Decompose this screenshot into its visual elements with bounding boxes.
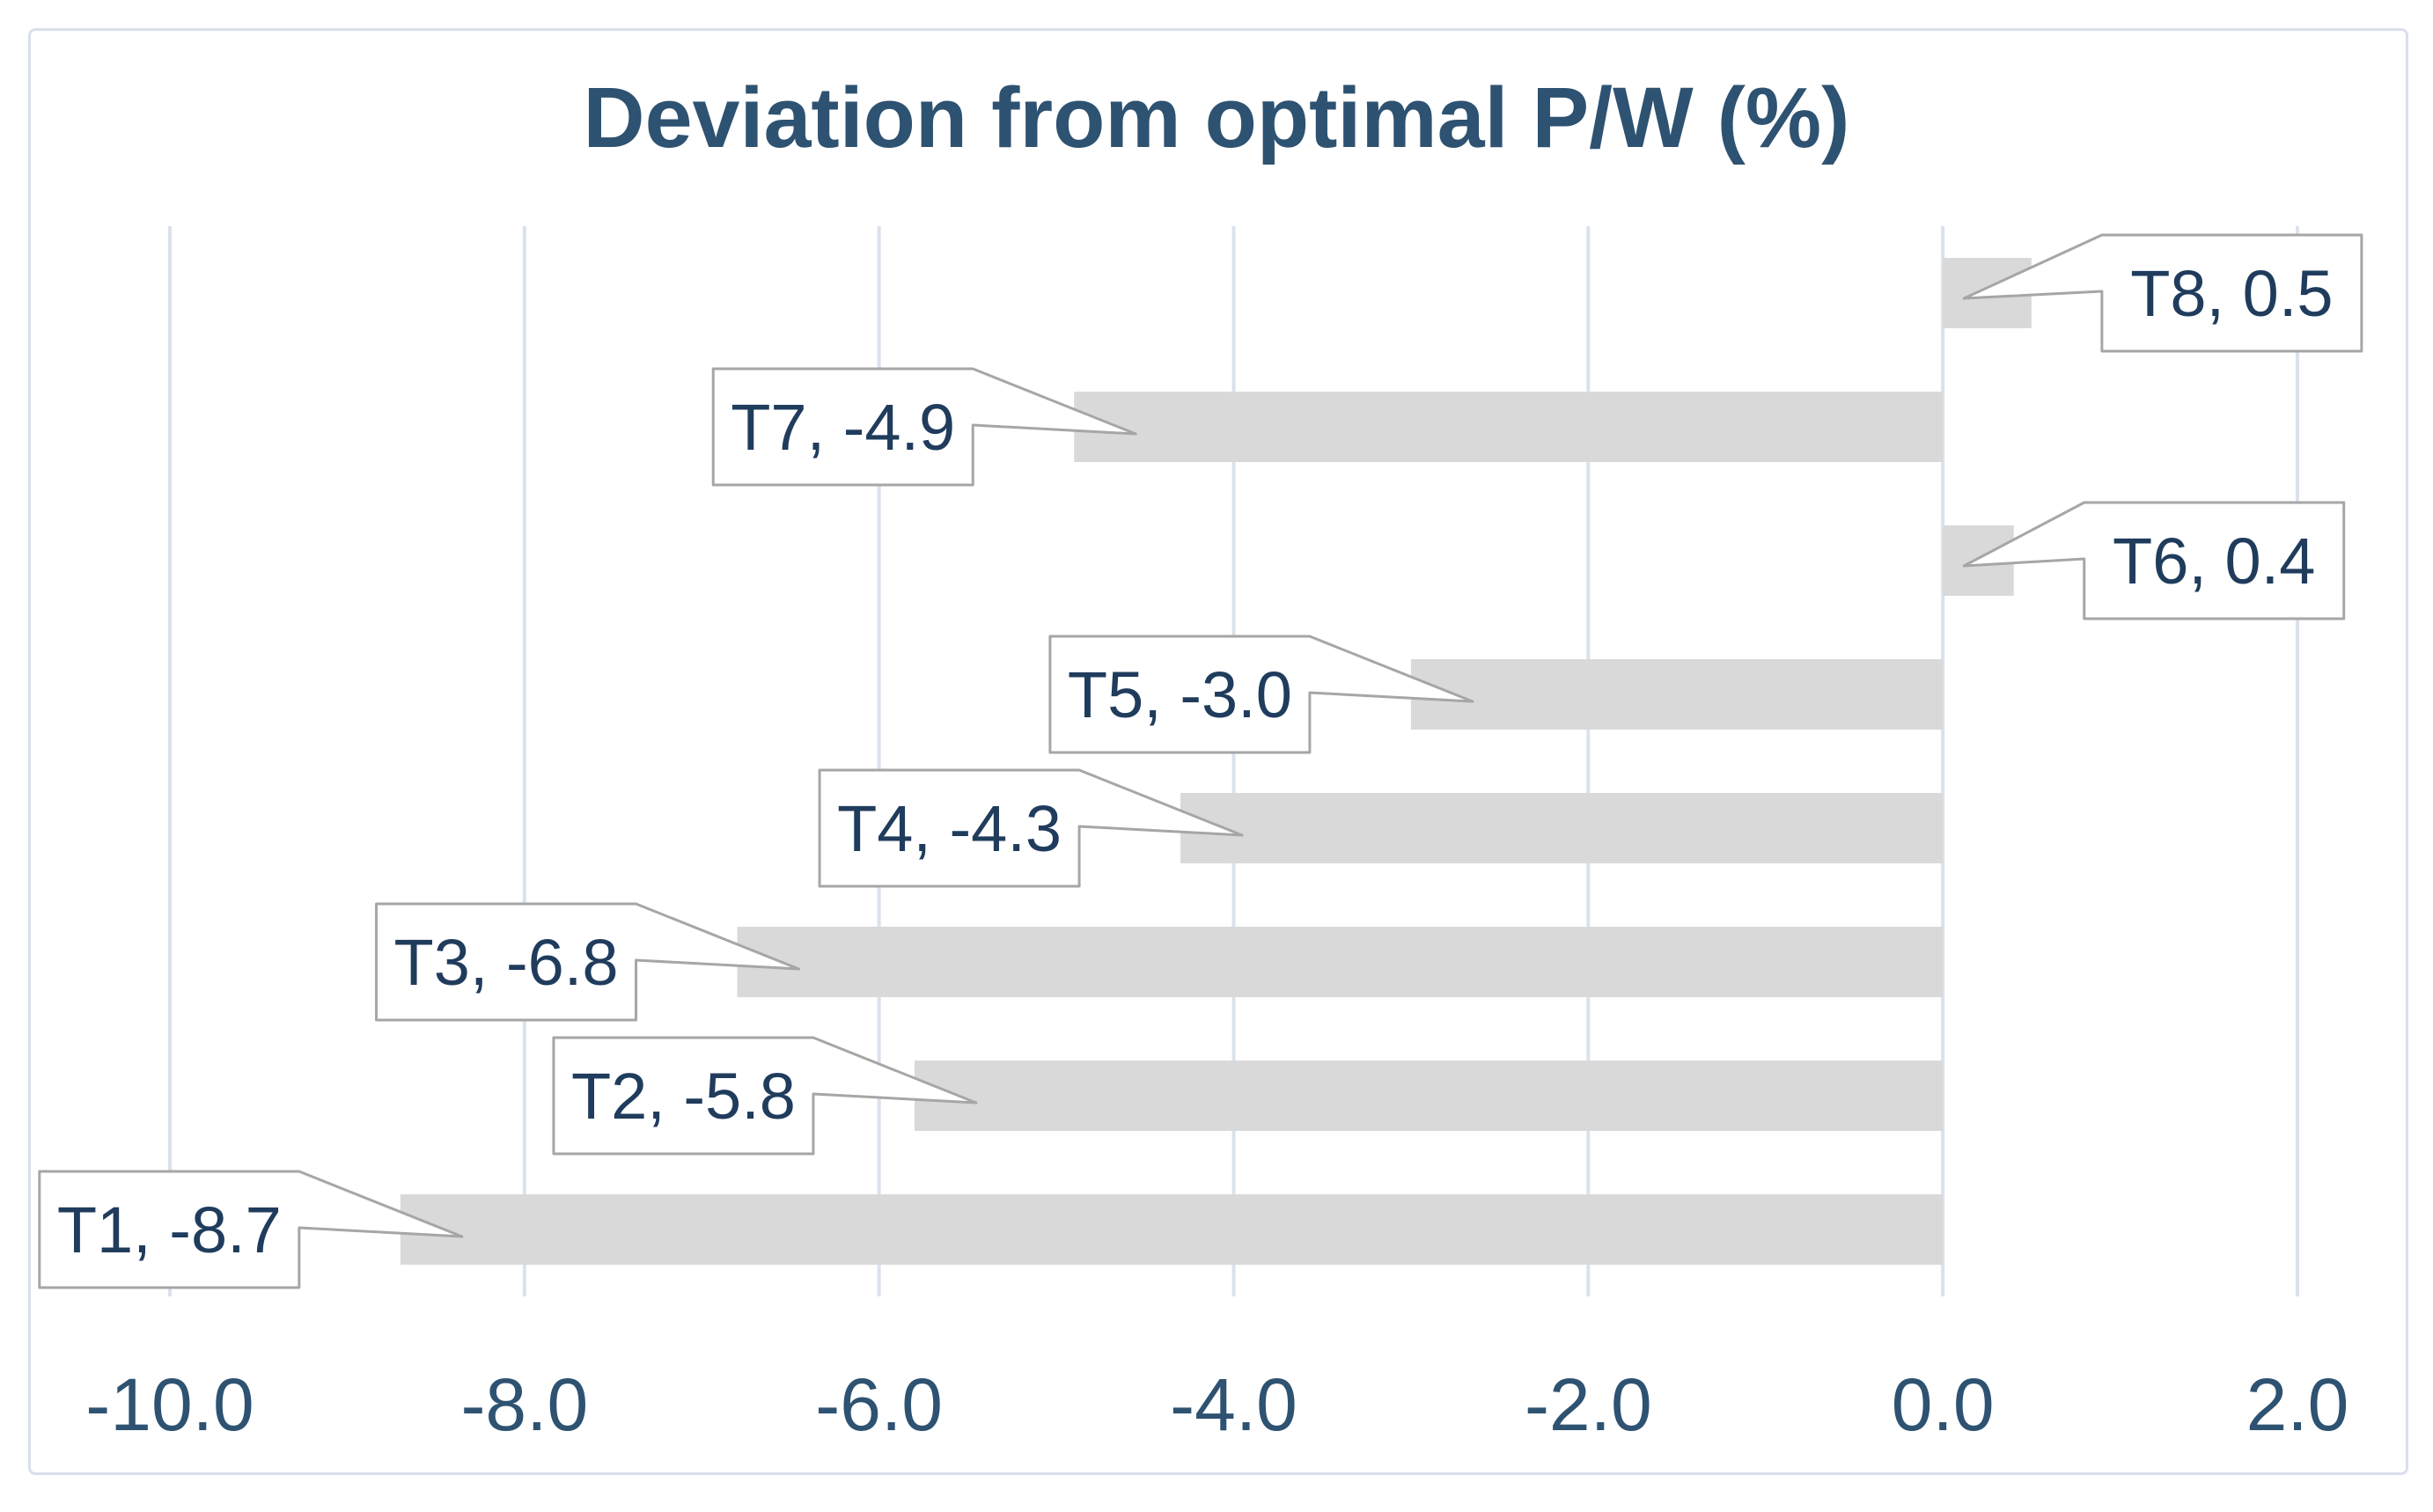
x-axis-tick-0.0: 0.0 — [1892, 1363, 1995, 1446]
x-axis-tick--2.0: -2.0 — [1525, 1363, 1652, 1446]
x-axis-tick--6.0: -6.0 — [815, 1363, 943, 1446]
data-label-callout-T4 — [818, 768, 1244, 888]
data-label-text-T3: T3, -6.8 — [394, 926, 619, 999]
data-label-text-T2: T2, -5.8 — [571, 1060, 796, 1133]
chart-title: Deviation from optimal P/W (%) — [583, 70, 1850, 165]
bar-T5 — [1410, 659, 1944, 730]
data-label-text-T8: T8, 0.5 — [2130, 257, 2333, 330]
bar-T7 — [1074, 392, 1944, 462]
data-label-text-T1: T1, -8.7 — [57, 1193, 282, 1266]
data-label-callout-T5 — [1048, 635, 1474, 754]
bar-T3 — [737, 927, 1944, 997]
data-label-callout-T1 — [38, 1170, 464, 1289]
x-axis-tick--10.0: -10.0 — [85, 1363, 254, 1446]
x-axis-tick-2.0: 2.0 — [2246, 1363, 2349, 1446]
data-label-callout-T8 — [1962, 233, 2363, 353]
data-label-text-T7: T7, -4.9 — [731, 391, 955, 464]
data-label-callout-T7 — [711, 367, 1137, 487]
x-axis-tick--4.0: -4.0 — [1170, 1363, 1297, 1446]
data-label-text-T6: T6, 0.4 — [2113, 525, 2315, 598]
x-axis-tick--8.0: -8.0 — [460, 1363, 588, 1446]
bar-T2 — [914, 1061, 1944, 1131]
data-label-callout-T2 — [552, 1036, 978, 1156]
bar-T4 — [1180, 793, 1944, 863]
data-label-callout-T6 — [1962, 501, 2346, 620]
bar-T1 — [400, 1194, 1944, 1265]
data-label-callout-T3 — [375, 902, 801, 1022]
data-label-text-T5: T5, -3.0 — [1068, 658, 1292, 731]
data-label-text-T4: T4, -4.3 — [837, 792, 1062, 865]
